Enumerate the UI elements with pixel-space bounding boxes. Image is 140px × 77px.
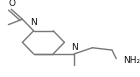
Text: N: N (72, 43, 78, 52)
Text: N: N (30, 18, 37, 27)
Text: O: O (8, 0, 15, 8)
Text: NH₂: NH₂ (123, 56, 140, 65)
